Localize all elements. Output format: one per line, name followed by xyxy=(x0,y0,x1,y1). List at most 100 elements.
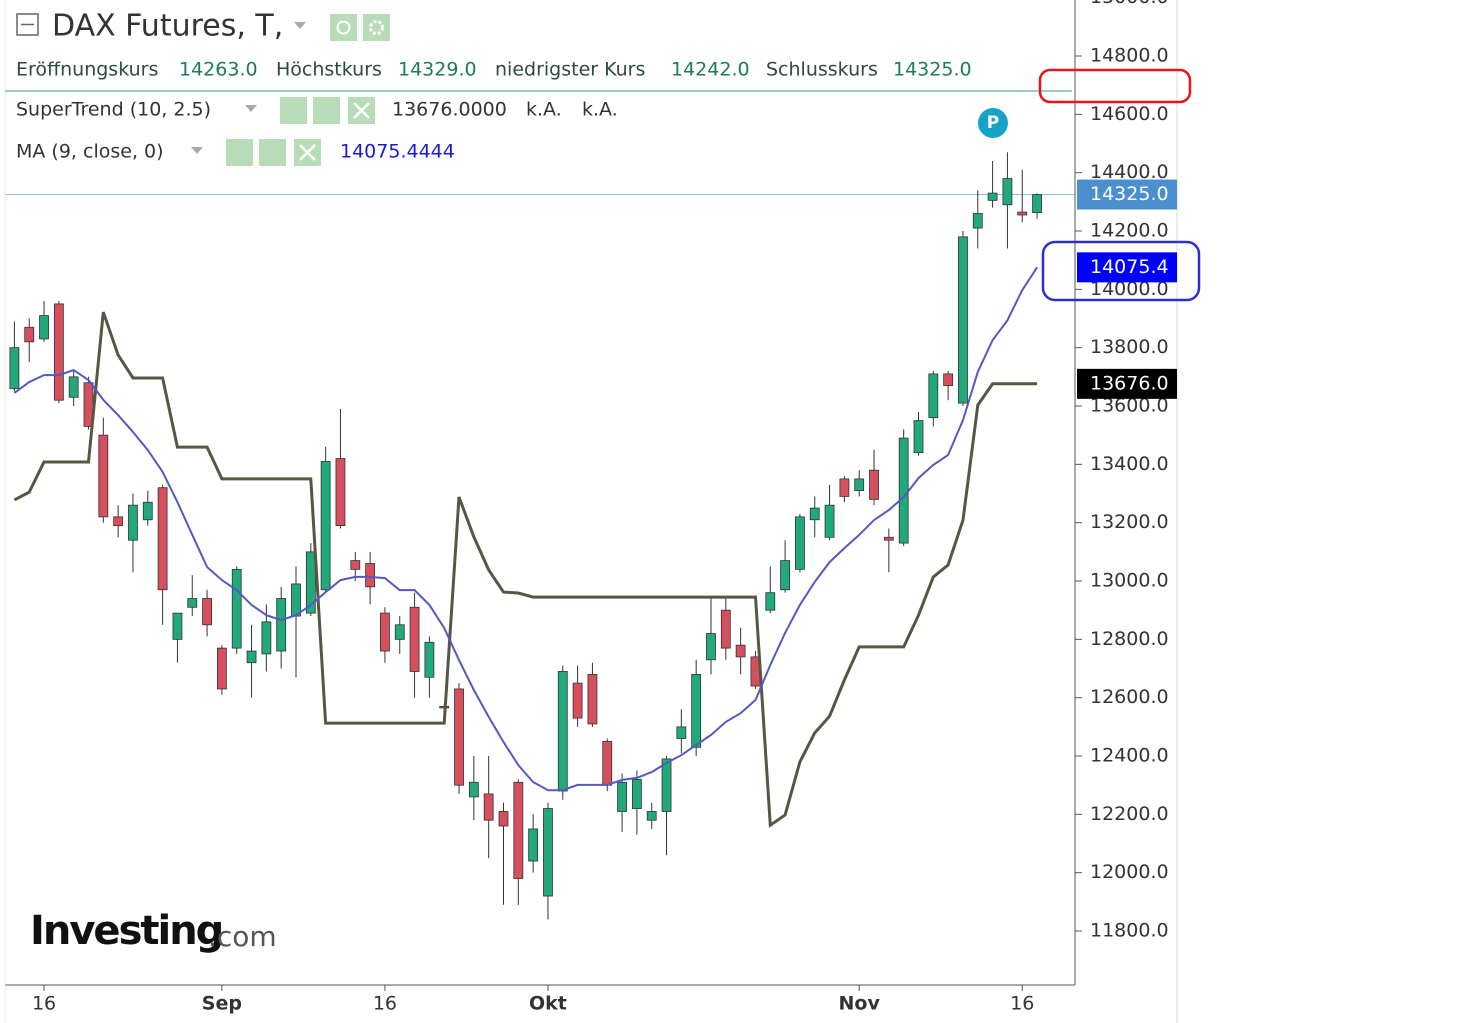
price-label-box xyxy=(1077,368,1177,399)
candle-body xyxy=(706,633,716,661)
remove-icon-glyph xyxy=(353,102,370,119)
candle-body xyxy=(320,461,331,591)
y-tick-label: 12200.0 xyxy=(1090,803,1169,825)
y-tick-label: 14600.0 xyxy=(1090,103,1169,125)
candle-body xyxy=(972,213,983,229)
supertrend-upper: k.A. xyxy=(526,99,562,121)
candle-body xyxy=(661,758,672,812)
price-label: 14325.0 xyxy=(1090,183,1169,205)
y-tick-label: 13400.0 xyxy=(1090,453,1169,475)
price-label-box xyxy=(1077,252,1177,283)
y-tick-label: 11800.0 xyxy=(1090,920,1169,942)
x-tick-label: 16 xyxy=(373,993,397,1015)
candle-body xyxy=(202,598,212,626)
candle-body xyxy=(1002,178,1013,206)
ohlc-label: niedrigster Kurs xyxy=(495,59,645,81)
legend-ma: MA (9, close, 0) xyxy=(16,141,164,163)
x-tick-label: 16 xyxy=(32,993,56,1015)
visibility-icon[interactable] xyxy=(330,14,357,41)
candle-body xyxy=(883,536,894,541)
dropdown-arrow[interactable] xyxy=(191,147,203,154)
candle-body xyxy=(483,793,494,821)
price-labels: 14325.0 14075.4 13676.0 xyxy=(1077,179,1177,399)
visibility-icon[interactable] xyxy=(280,97,307,124)
y-tick-label: 12400.0 xyxy=(1090,745,1169,767)
x-tick-label: Nov xyxy=(839,993,881,1015)
y-tick-label: 12000.0 xyxy=(1090,861,1169,883)
candle-body xyxy=(587,673,598,725)
y-tick-label: 15000.0 xyxy=(1090,0,1169,8)
candle-body xyxy=(646,811,657,821)
candle-body xyxy=(1017,211,1028,216)
candle-body xyxy=(350,560,361,570)
chart-title: DAX Futures, T, xyxy=(52,9,283,44)
indicator-line xyxy=(13,311,1038,828)
settings-icon[interactable] xyxy=(313,97,340,124)
candle-body xyxy=(765,592,776,611)
collapse-icon[interactable] xyxy=(16,13,39,36)
plot-area xyxy=(5,152,1075,920)
candle-body xyxy=(676,726,687,739)
candle-body xyxy=(291,583,301,617)
candle-body xyxy=(631,778,642,809)
visibility-icon-glyph xyxy=(336,20,351,35)
candle-body xyxy=(468,781,479,798)
supertrend-icons xyxy=(280,97,375,124)
candle-body xyxy=(24,326,35,343)
ohlc-label: Schlusskurs xyxy=(766,59,878,81)
logo-suffix: .com xyxy=(208,920,277,953)
settings-icon[interactable] xyxy=(259,139,286,166)
candle-body xyxy=(513,781,524,879)
candle-body xyxy=(824,504,835,538)
candle-body xyxy=(276,598,287,652)
candle-body xyxy=(187,598,198,608)
candle-body xyxy=(839,478,850,497)
supertrend-value: 13676.0000 xyxy=(392,99,507,121)
candle-body xyxy=(557,671,568,792)
candle-body xyxy=(68,376,79,398)
candle-body xyxy=(780,560,790,591)
candle-body xyxy=(305,551,316,614)
x-tick-label: 16 xyxy=(1010,993,1034,1015)
x-tick-label: Okt xyxy=(529,993,567,1015)
settings-icon[interactable] xyxy=(363,14,390,41)
candle-body xyxy=(216,647,227,690)
ohlc-legend: Eröffnungskurs 14263.0 Höchstkurs 14329.0 ni… xyxy=(16,59,972,81)
candle-body xyxy=(528,828,539,862)
candle-body xyxy=(809,507,820,521)
candle-body xyxy=(98,434,109,518)
candle-body xyxy=(543,808,553,897)
candle-body xyxy=(246,650,257,664)
dropdown-arrow[interactable] xyxy=(294,22,306,29)
candle-body xyxy=(365,563,376,588)
visibility-icon[interactable] xyxy=(226,139,253,166)
y-tick-label: 13800.0 xyxy=(1090,336,1169,358)
y-tick-label: 13000.0 xyxy=(1090,570,1169,592)
candle-body xyxy=(898,437,909,544)
candle-body xyxy=(602,741,613,786)
dropdown-arrow[interactable] xyxy=(245,105,257,112)
candle-body xyxy=(454,688,464,786)
candle-body xyxy=(1032,194,1042,214)
price-label: 14075.4 xyxy=(1090,256,1169,278)
candle-body xyxy=(335,458,346,527)
ma-value: 14075.4444 xyxy=(340,141,455,163)
badge[interactable] xyxy=(978,108,1008,138)
candle-body xyxy=(39,315,49,340)
candle-body xyxy=(720,609,731,649)
candle-body xyxy=(128,504,138,541)
logo-name: Investing xyxy=(30,908,222,954)
remove-icon-glyph xyxy=(299,144,316,161)
settings-icon-glyph xyxy=(369,20,384,35)
candle-body xyxy=(172,612,183,640)
candle-body xyxy=(913,420,924,454)
candle-body xyxy=(113,516,124,527)
ohlc-label: Eröffnungskurs xyxy=(16,59,158,81)
ohlc-value: 14325.0 xyxy=(893,59,972,81)
candle-body xyxy=(261,621,272,655)
candle-body xyxy=(943,373,954,386)
y-tick-label: 12600.0 xyxy=(1090,686,1169,708)
ohlc-value: 14329.0 xyxy=(398,59,477,81)
candle-body xyxy=(498,811,509,827)
